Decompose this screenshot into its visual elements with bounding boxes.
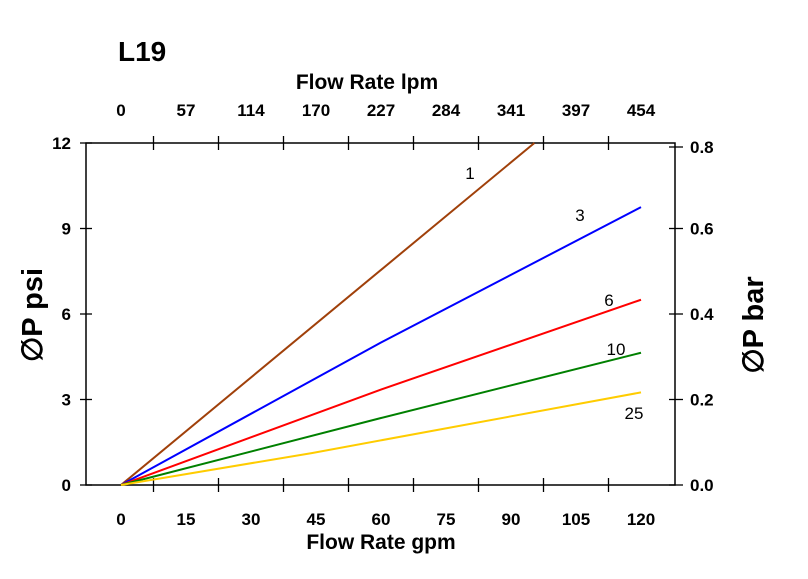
series-line-3	[120, 206, 642, 486]
y2-tick-label: 0.4	[690, 305, 714, 324]
y2-tick-label: 0.2	[690, 391, 714, 410]
series-label-1: 1	[465, 164, 474, 183]
x-tick-label: 60	[372, 510, 391, 529]
series-lines	[120, 142, 642, 486]
x2-tick-label: 227	[367, 101, 395, 120]
y2-axis-title: ∅P bar	[738, 276, 770, 373]
y-tick-label: 9	[62, 220, 71, 239]
x2-tick-label: 0	[116, 101, 125, 120]
x-tick-label: 15	[177, 510, 196, 529]
series-label-25: 25	[625, 404, 644, 423]
x2-tick-label: 454	[627, 101, 656, 120]
plot-frame	[85, 142, 676, 486]
x-tick-label: 30	[242, 510, 261, 529]
x2-tick-label: 341	[497, 101, 525, 120]
chart-title: L19	[118, 36, 166, 67]
y-tick-label: 6	[62, 305, 71, 324]
x2-tick-label: 114	[237, 101, 265, 120]
x-tick-label: 120	[627, 510, 655, 529]
x-tick-label: 0	[116, 510, 125, 529]
series-line-6	[120, 298, 642, 486]
y2-tick-label: 0.6	[690, 220, 714, 239]
x-tick-label: 75	[437, 510, 456, 529]
x-tick-label: 90	[502, 510, 521, 529]
y2-tick-label: 0.8	[690, 138, 714, 157]
x2-tick-label: 170	[302, 101, 330, 120]
y-tick-label: 0	[62, 476, 71, 495]
series-line-10	[120, 351, 642, 486]
x-axis-title: Flow Rate gpm	[306, 531, 455, 554]
y-tick-label: 12	[52, 134, 71, 153]
series-labels: 1 3 6 10 25	[465, 164, 643, 423]
x2-tick-label: 397	[562, 101, 590, 120]
y-tick-label: 3	[62, 391, 71, 410]
x-tick-label: 105	[562, 510, 590, 529]
x-tick-label: 45	[307, 510, 326, 529]
series-label-10: 10	[607, 340, 626, 359]
series-label-3: 3	[575, 206, 584, 225]
series-label-6: 6	[604, 291, 613, 310]
y2-tick-label: 0.0	[690, 476, 714, 495]
y-axis-title: ∅P psi	[17, 268, 49, 362]
x2-tick-label: 57	[177, 101, 196, 120]
series-line-25	[120, 391, 642, 486]
x2-axis-title: Flow Rate lpm	[296, 71, 438, 94]
series-line-1	[120, 142, 536, 486]
x2-tick-label: 284	[432, 101, 461, 120]
